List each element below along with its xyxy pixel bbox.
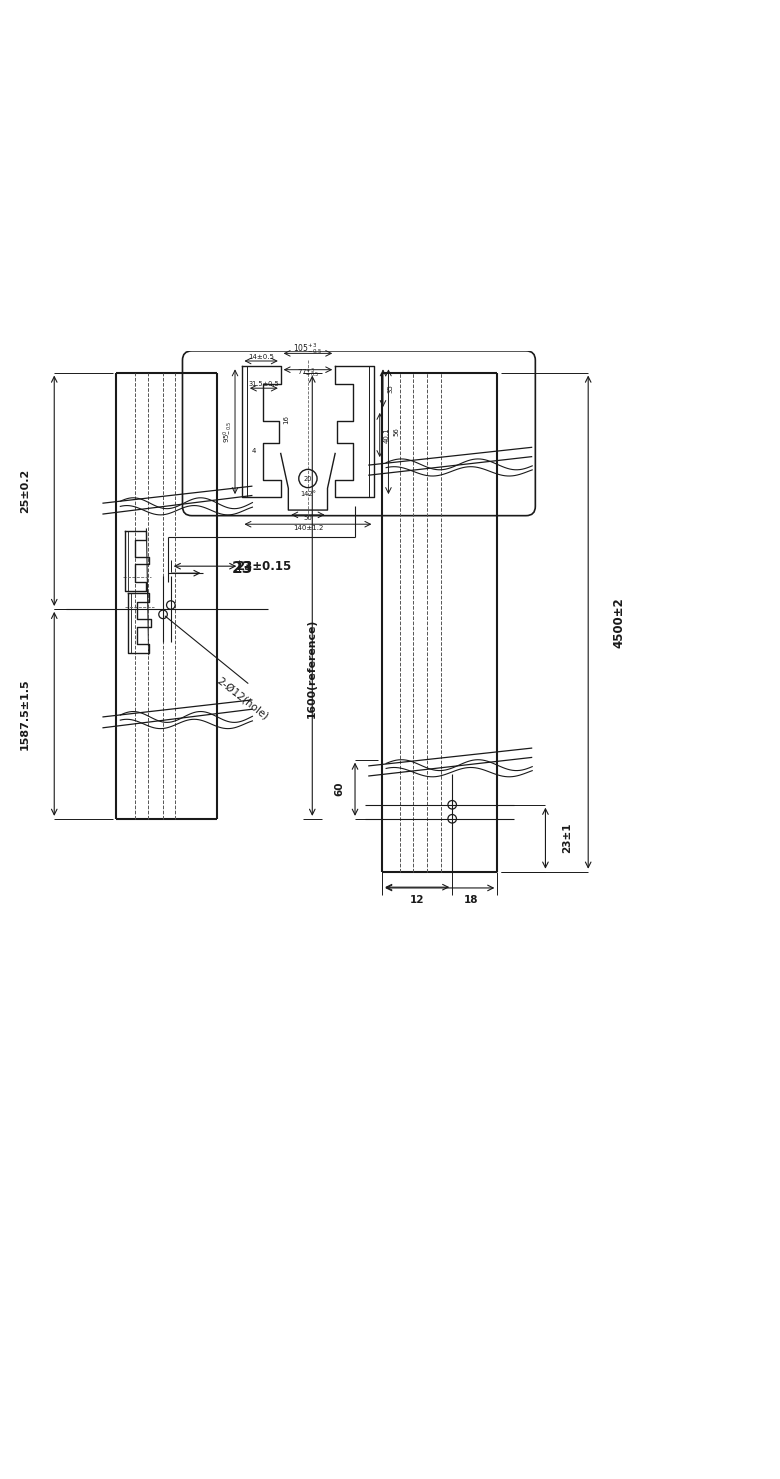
Text: 12: 12: [410, 895, 424, 905]
Text: 23±0.15: 23±0.15: [236, 559, 291, 572]
Text: $77^{+3}_{-0.5}$: $77^{+3}_{-0.5}$: [296, 367, 319, 380]
Text: 23: 23: [232, 561, 253, 575]
Text: 20: 20: [303, 476, 312, 482]
Text: 4500±2: 4500±2: [613, 596, 626, 648]
Text: 25±0.2: 25±0.2: [20, 469, 30, 513]
Text: $95^{0}_{-0.5}$: $95^{0}_{-0.5}$: [222, 420, 235, 442]
Text: 1587.5±1.5: 1587.5±1.5: [20, 677, 30, 750]
Text: $105^{+3}_{-0.5}$: $105^{+3}_{-0.5}$: [293, 342, 322, 356]
Text: 4: 4: [251, 448, 256, 454]
Text: 18: 18: [463, 895, 478, 905]
Text: 40.1: 40.1: [384, 427, 390, 442]
Text: 56: 56: [393, 427, 399, 436]
FancyBboxPatch shape: [183, 351, 535, 516]
Text: 142°: 142°: [300, 491, 316, 497]
Text: 140±1.2: 140±1.2: [292, 525, 323, 531]
Text: 1600(reference): 1600(reference): [307, 618, 317, 717]
Text: 23±1: 23±1: [562, 822, 573, 853]
Text: 50: 50: [303, 515, 312, 521]
Text: 35: 35: [387, 383, 393, 392]
Text: 31.5±0.5: 31.5±0.5: [249, 382, 279, 387]
Text: 16: 16: [283, 416, 289, 424]
Text: 60: 60: [335, 782, 345, 797]
Text: 14±0.5: 14±0.5: [248, 355, 274, 361]
Text: 2-Ø12(hole): 2-Ø12(hole): [215, 676, 270, 722]
